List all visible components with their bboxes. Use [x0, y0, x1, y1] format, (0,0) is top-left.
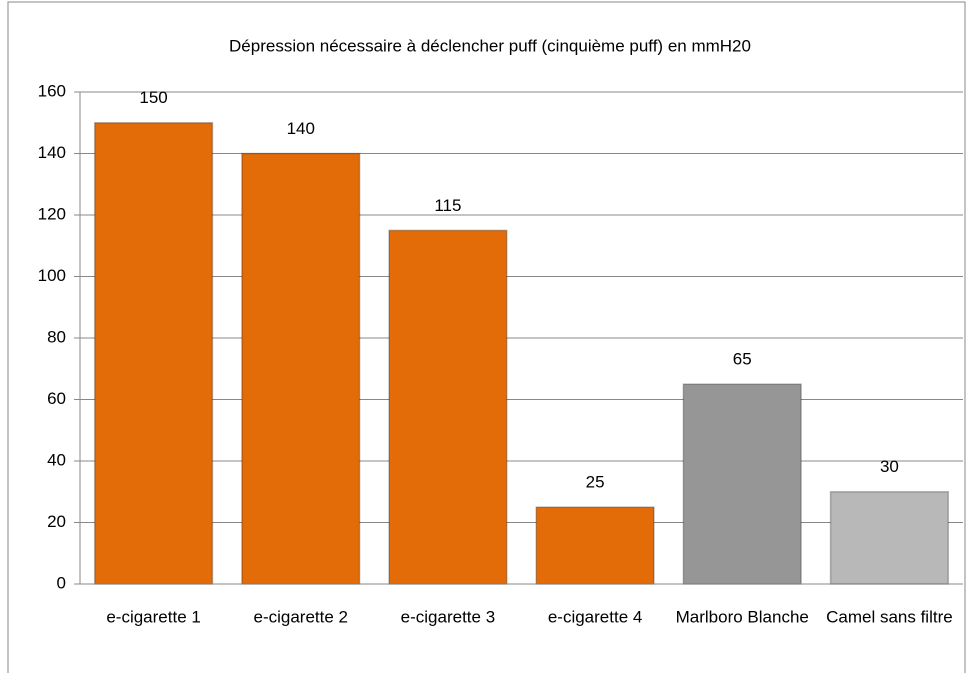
bar [829, 491, 950, 585]
x-tick-label: e-cigarette 2 [254, 607, 349, 626]
value-label: 140 [287, 119, 315, 138]
y-tick-label: 120 [38, 204, 66, 223]
bar [93, 122, 214, 585]
x-tick-label: e-cigarette 1 [106, 607, 201, 626]
y-tick-label: 100 [38, 266, 66, 285]
y-tick-label: 40 [47, 450, 66, 469]
value-label: 30 [880, 457, 899, 476]
y-tick-label: 140 [38, 143, 66, 162]
bar [535, 506, 655, 585]
x-tick-label: e-cigarette 4 [548, 607, 643, 626]
x-tick-label: Marlboro Blanche [676, 607, 809, 626]
y-tick-label: 80 [47, 327, 66, 346]
y-tick-label: 20 [47, 512, 66, 531]
value-label: 115 [434, 196, 461, 215]
y-tick-label: 0 [57, 573, 66, 592]
bar [388, 229, 508, 585]
value-label: 150 [139, 88, 167, 107]
value-label: 65 [733, 350, 752, 369]
bar [682, 383, 802, 585]
bar [241, 152, 361, 585]
y-tick-label: 160 [38, 81, 66, 100]
chart-title: Dépression nécessaire à déclencher puff … [229, 36, 751, 55]
x-tick-label: Camel sans filtre [826, 607, 953, 626]
x-tick-label: e-cigarette 3 [401, 607, 496, 626]
y-tick-label: 60 [47, 389, 66, 408]
value-label: 25 [586, 473, 605, 492]
